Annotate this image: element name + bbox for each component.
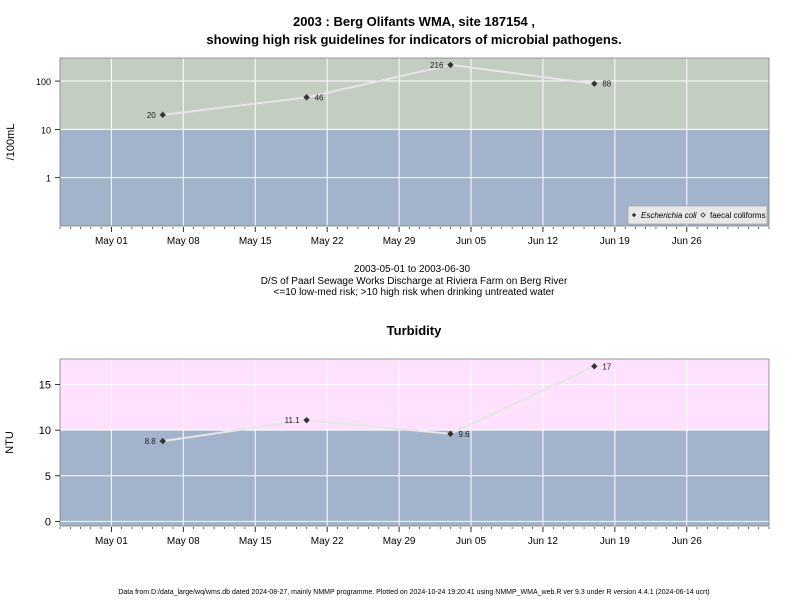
y-tick-label: 15 [39,380,51,392]
x-tick-label: Jun 05 [456,536,486,547]
series-line [162,63,595,116]
x-tick-label: May 22 [311,536,344,547]
chart-title-line1: 2003 : Berg Olifants WMA, site 187154 , [292,14,536,29]
ecoli-chart: 1 10 100 May 01 May 08 May 15 May 22 May 29 Jun … [5,57,770,247]
data-point [159,111,166,119]
high-risk-band [60,359,769,431]
y-axis-label: NTU [4,431,16,454]
data-point [159,437,166,445]
x-tick-label: Jun 05 [456,236,486,247]
data-point [447,430,454,438]
x-tick-label: May 15 [239,236,272,247]
y-tick-label: 5 [45,471,51,483]
risk-guideline-subtitle: <=10 low-med risk; >10 high risk when dr… [273,287,555,298]
data-label: 17 [602,362,611,371]
x-tick-label: Jun 26 [672,536,702,547]
x-tick-label: May 08 [167,536,200,547]
low-risk-band [60,430,769,526]
data-label: 8.8 [145,437,157,446]
ecoli-legend-marker [631,212,637,218]
legend-box [627,205,768,225]
data-label: 88 [602,80,611,89]
series-line [162,365,595,443]
site-description-subtitle: D/S of Paarl Sewage Works Discharge at R… [260,276,568,287]
x-tick-label: May 01 [95,236,128,247]
y-tick-label: 100 [36,77,51,87]
data-label: 11.1 [285,416,301,425]
y-tick-label: 1 [46,174,51,184]
x-tick-label: Jun 19 [600,536,630,547]
data-point [591,363,598,370]
x-tick-label: Jun 19 [600,236,630,247]
high-risk-band [60,58,769,130]
date-range-subtitle: 2003-05-01 to 2003-06-30 [353,264,471,275]
data-label: 20 [147,111,156,120]
y-tick-label: 0 [45,516,51,528]
data-point [303,416,310,424]
x-tick-label: May 01 [95,536,128,547]
turbidity-title: Turbidity [387,323,442,338]
plot-frame [59,358,770,527]
data-label: 46 [315,93,324,102]
x-tick-label: Jun 12 [528,236,558,247]
x-tick-label: May 29 [383,536,416,547]
y-axis-label: /100mL [5,124,17,161]
x-tick-label: May 22 [311,236,344,247]
y-tick-label: 10 [39,425,51,437]
data-label: 216 [430,61,444,70]
faecal-legend-marker [700,212,706,218]
data-label: 9.6 [458,430,470,439]
x-tick-label: Jun 26 [672,236,702,247]
footer-note: Data from D:/data_large/wq/wms.db dated … [118,589,710,596]
legend-label-faecal: faecal coliforms [710,211,766,220]
x-tick-label: May 15 [239,536,272,547]
x-tick-label: May 29 [383,236,416,247]
chart-title-line2: showing high risk guidelines for indicat… [206,32,622,47]
x-tick-label: Jun 12 [528,536,558,547]
legend-label-ecoli: Escherichia coli [641,211,697,220]
plot-frame [59,57,770,227]
data-point [591,80,598,87]
y-tick-label: 10 [41,125,51,135]
data-point [447,61,454,69]
data-point [303,94,310,101]
x-tick-label: May 08 [167,236,200,247]
